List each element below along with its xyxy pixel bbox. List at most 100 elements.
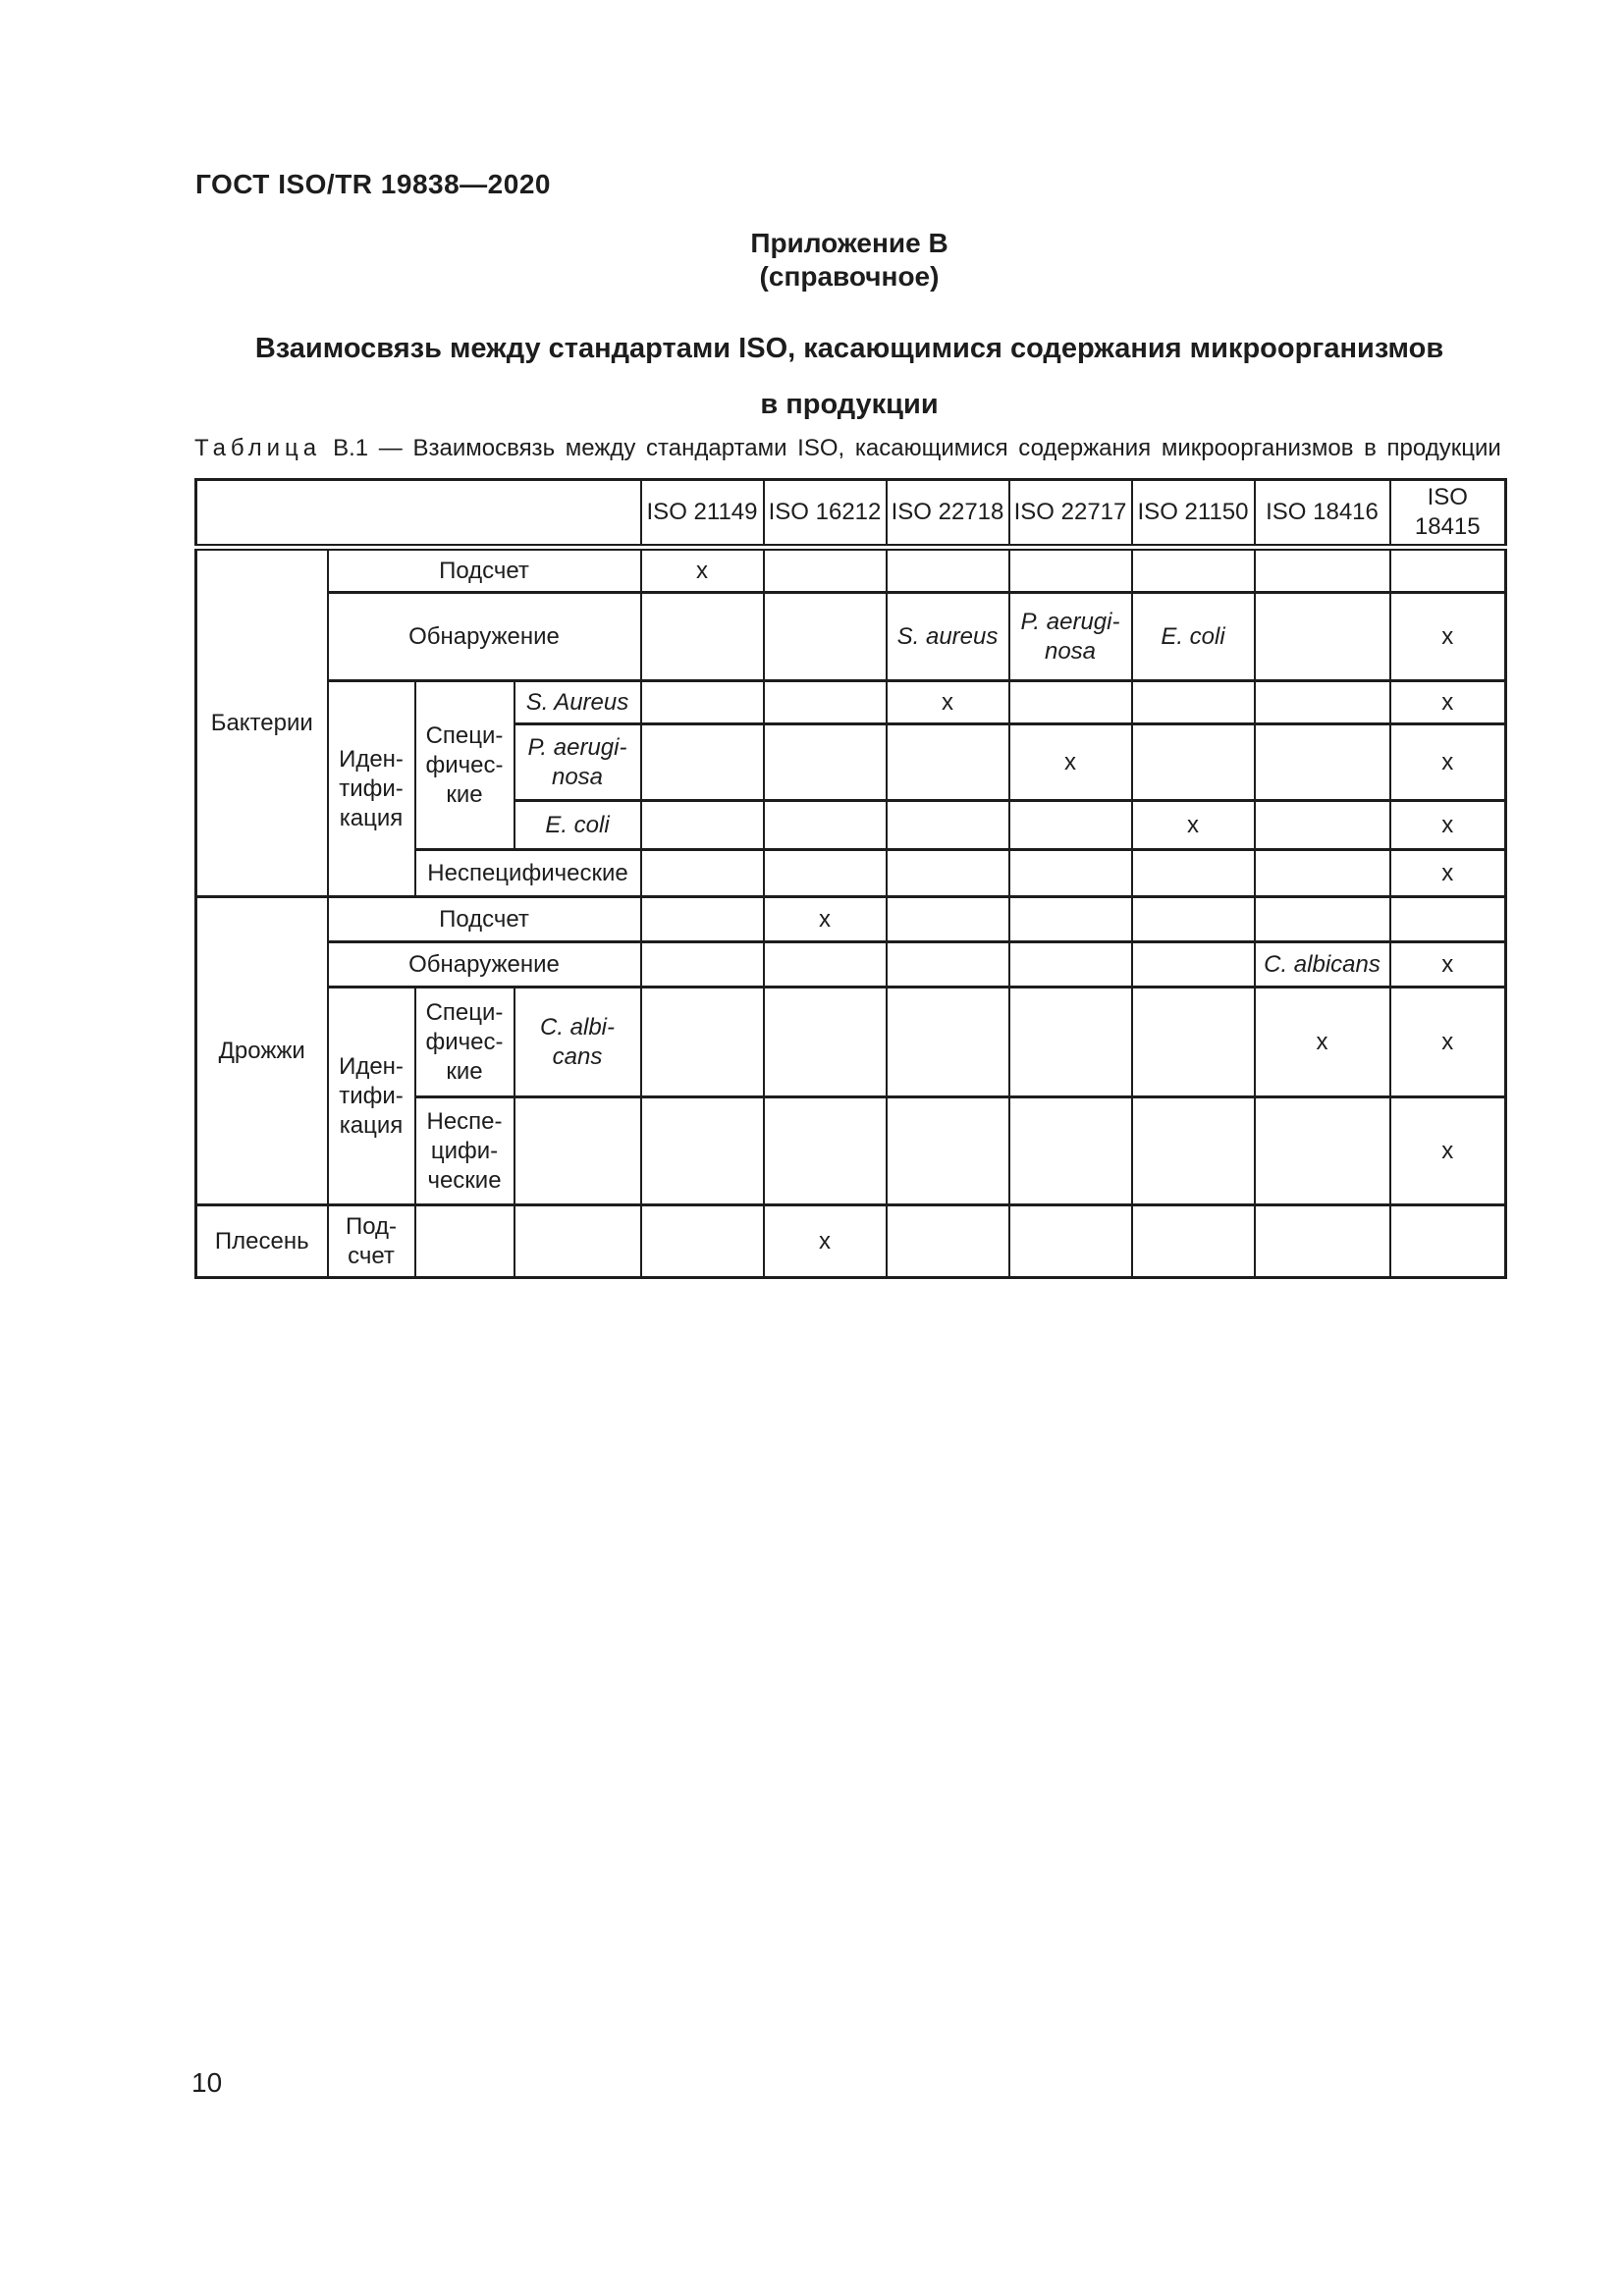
column-header: ISO 18415 (1388, 478, 1507, 551)
page-number: 10 (191, 2067, 223, 2098)
empty-cell (413, 1203, 515, 1279)
row-label-action: Подсчет (326, 546, 642, 594)
data-cell (885, 1203, 1010, 1279)
data-cell: x (1388, 679, 1507, 725)
data-cell: x (1388, 848, 1507, 898)
data-cell (885, 986, 1010, 1098)
appendix-note: (справочное) (759, 261, 940, 292)
data-cell (639, 895, 765, 943)
data-cell (762, 940, 888, 988)
data-cell (639, 1095, 765, 1206)
empty-cell (513, 1203, 642, 1279)
data-cell (1130, 1203, 1256, 1279)
data-cell (1007, 986, 1133, 1098)
data-cell: x (762, 1203, 888, 1279)
table-caption-word: Таблица (194, 435, 322, 461)
row-label-action: Обнаружение (326, 940, 642, 988)
data-cell (1130, 1095, 1256, 1206)
data-cell: x (639, 546, 765, 594)
data-cell (1253, 895, 1391, 943)
data-cell (1130, 722, 1256, 802)
data-cell (885, 799, 1010, 851)
appendix-label: Приложение В (750, 228, 948, 258)
data-cell: x (1388, 799, 1507, 851)
data-cell (639, 722, 765, 802)
data-cell (885, 940, 1010, 988)
row-label-species: P. aerugi- nosa (513, 722, 642, 802)
data-cell (1007, 940, 1133, 988)
data-cell (639, 848, 765, 898)
data-cell: x (1130, 799, 1256, 851)
column-header: ISO 21149 (639, 478, 765, 551)
data-cell: x (1388, 986, 1507, 1098)
table-row: Бактерии Подсчет x (194, 546, 1507, 898)
data-cell (1130, 679, 1256, 725)
data-cell (885, 722, 1010, 802)
data-cell (1007, 1203, 1133, 1279)
data-cell (1130, 848, 1256, 898)
appendix-title: Взаимосвязь между стандартами ISO, касаю… (254, 333, 1444, 420)
data-cell (639, 986, 765, 1098)
data-cell (1130, 546, 1256, 594)
data-cell: E. coli (1130, 591, 1256, 682)
data-cell (1253, 591, 1391, 682)
data-cell (1388, 1203, 1507, 1279)
data-cell: x (1388, 722, 1507, 802)
table-caption: Таблица В.1 — Взаимосвязь между стандарта… (194, 434, 1504, 463)
data-cell (639, 591, 765, 682)
row-label-species: C. albi- cans (513, 986, 642, 1098)
row-label-action: Под- счет (326, 1203, 416, 1279)
data-cell (762, 591, 888, 682)
data-cell (1007, 546, 1133, 594)
data-cell (762, 986, 888, 1098)
row-label-organism: Дрожжи (194, 895, 329, 1206)
data-cell (1253, 799, 1391, 851)
data-cell (762, 848, 888, 898)
data-cell: x (1388, 1095, 1507, 1206)
data-cell (1388, 546, 1507, 594)
row-label-species: S. Aureus (513, 679, 642, 725)
table-row: Плесень Под- счет x (194, 1203, 1507, 1279)
data-cell (885, 1095, 1010, 1206)
empty-cell (513, 1095, 642, 1206)
data-cell (1253, 679, 1391, 725)
data-cell: x (1388, 940, 1507, 988)
data-cell (1007, 848, 1133, 898)
data-cell (1388, 895, 1507, 943)
data-cell (762, 546, 888, 594)
column-header: ISO 22717 (1007, 478, 1133, 551)
doc-number: ГОСТ ISO/TR 19838—2020 (195, 169, 551, 199)
data-cell (1253, 1095, 1391, 1206)
data-cell (762, 722, 888, 802)
table-row: Неспецифические x (196, 848, 1507, 898)
column-header: ISO 21150 (1130, 478, 1256, 551)
row-label-specific: Специ- фичес- кие (413, 986, 515, 1098)
data-cell (1007, 679, 1133, 725)
table-row: Иден- тифи- кация Специ- фичес- кие S. A… (196, 679, 1507, 898)
data-cell (639, 1203, 765, 1279)
column-header: ISO 16212 (762, 478, 888, 551)
column-header: ISO 18416 (1253, 478, 1391, 551)
corner-cell (194, 478, 642, 551)
table-caption-text: В.1 — Взаимосвязь между стандартами ISO,… (333, 435, 1501, 461)
data-cell (1130, 986, 1256, 1098)
data-cell (639, 799, 765, 851)
data-cell: x (885, 679, 1010, 725)
data-cell (1007, 1095, 1133, 1206)
data-cell: x (1253, 986, 1391, 1098)
data-cell (1253, 546, 1391, 594)
data-cell (885, 895, 1010, 943)
data-cell (762, 679, 888, 725)
data-cell (1130, 895, 1256, 943)
table-row: Обнаружение S. aureus P. aerugi- nosa E.… (196, 591, 1507, 682)
table-row: Обнаружение C. albicans x (196, 940, 1507, 988)
data-cell (1253, 722, 1391, 802)
data-cell (639, 679, 765, 725)
data-cell: x (1388, 591, 1507, 682)
column-header: ISO 22718 (885, 478, 1010, 551)
data-cell (1253, 1203, 1391, 1279)
row-label-species: E. coli (513, 799, 642, 851)
data-cell: S. aureus (885, 591, 1010, 682)
row-label-identification: Иден- тифи- кация (326, 986, 416, 1206)
